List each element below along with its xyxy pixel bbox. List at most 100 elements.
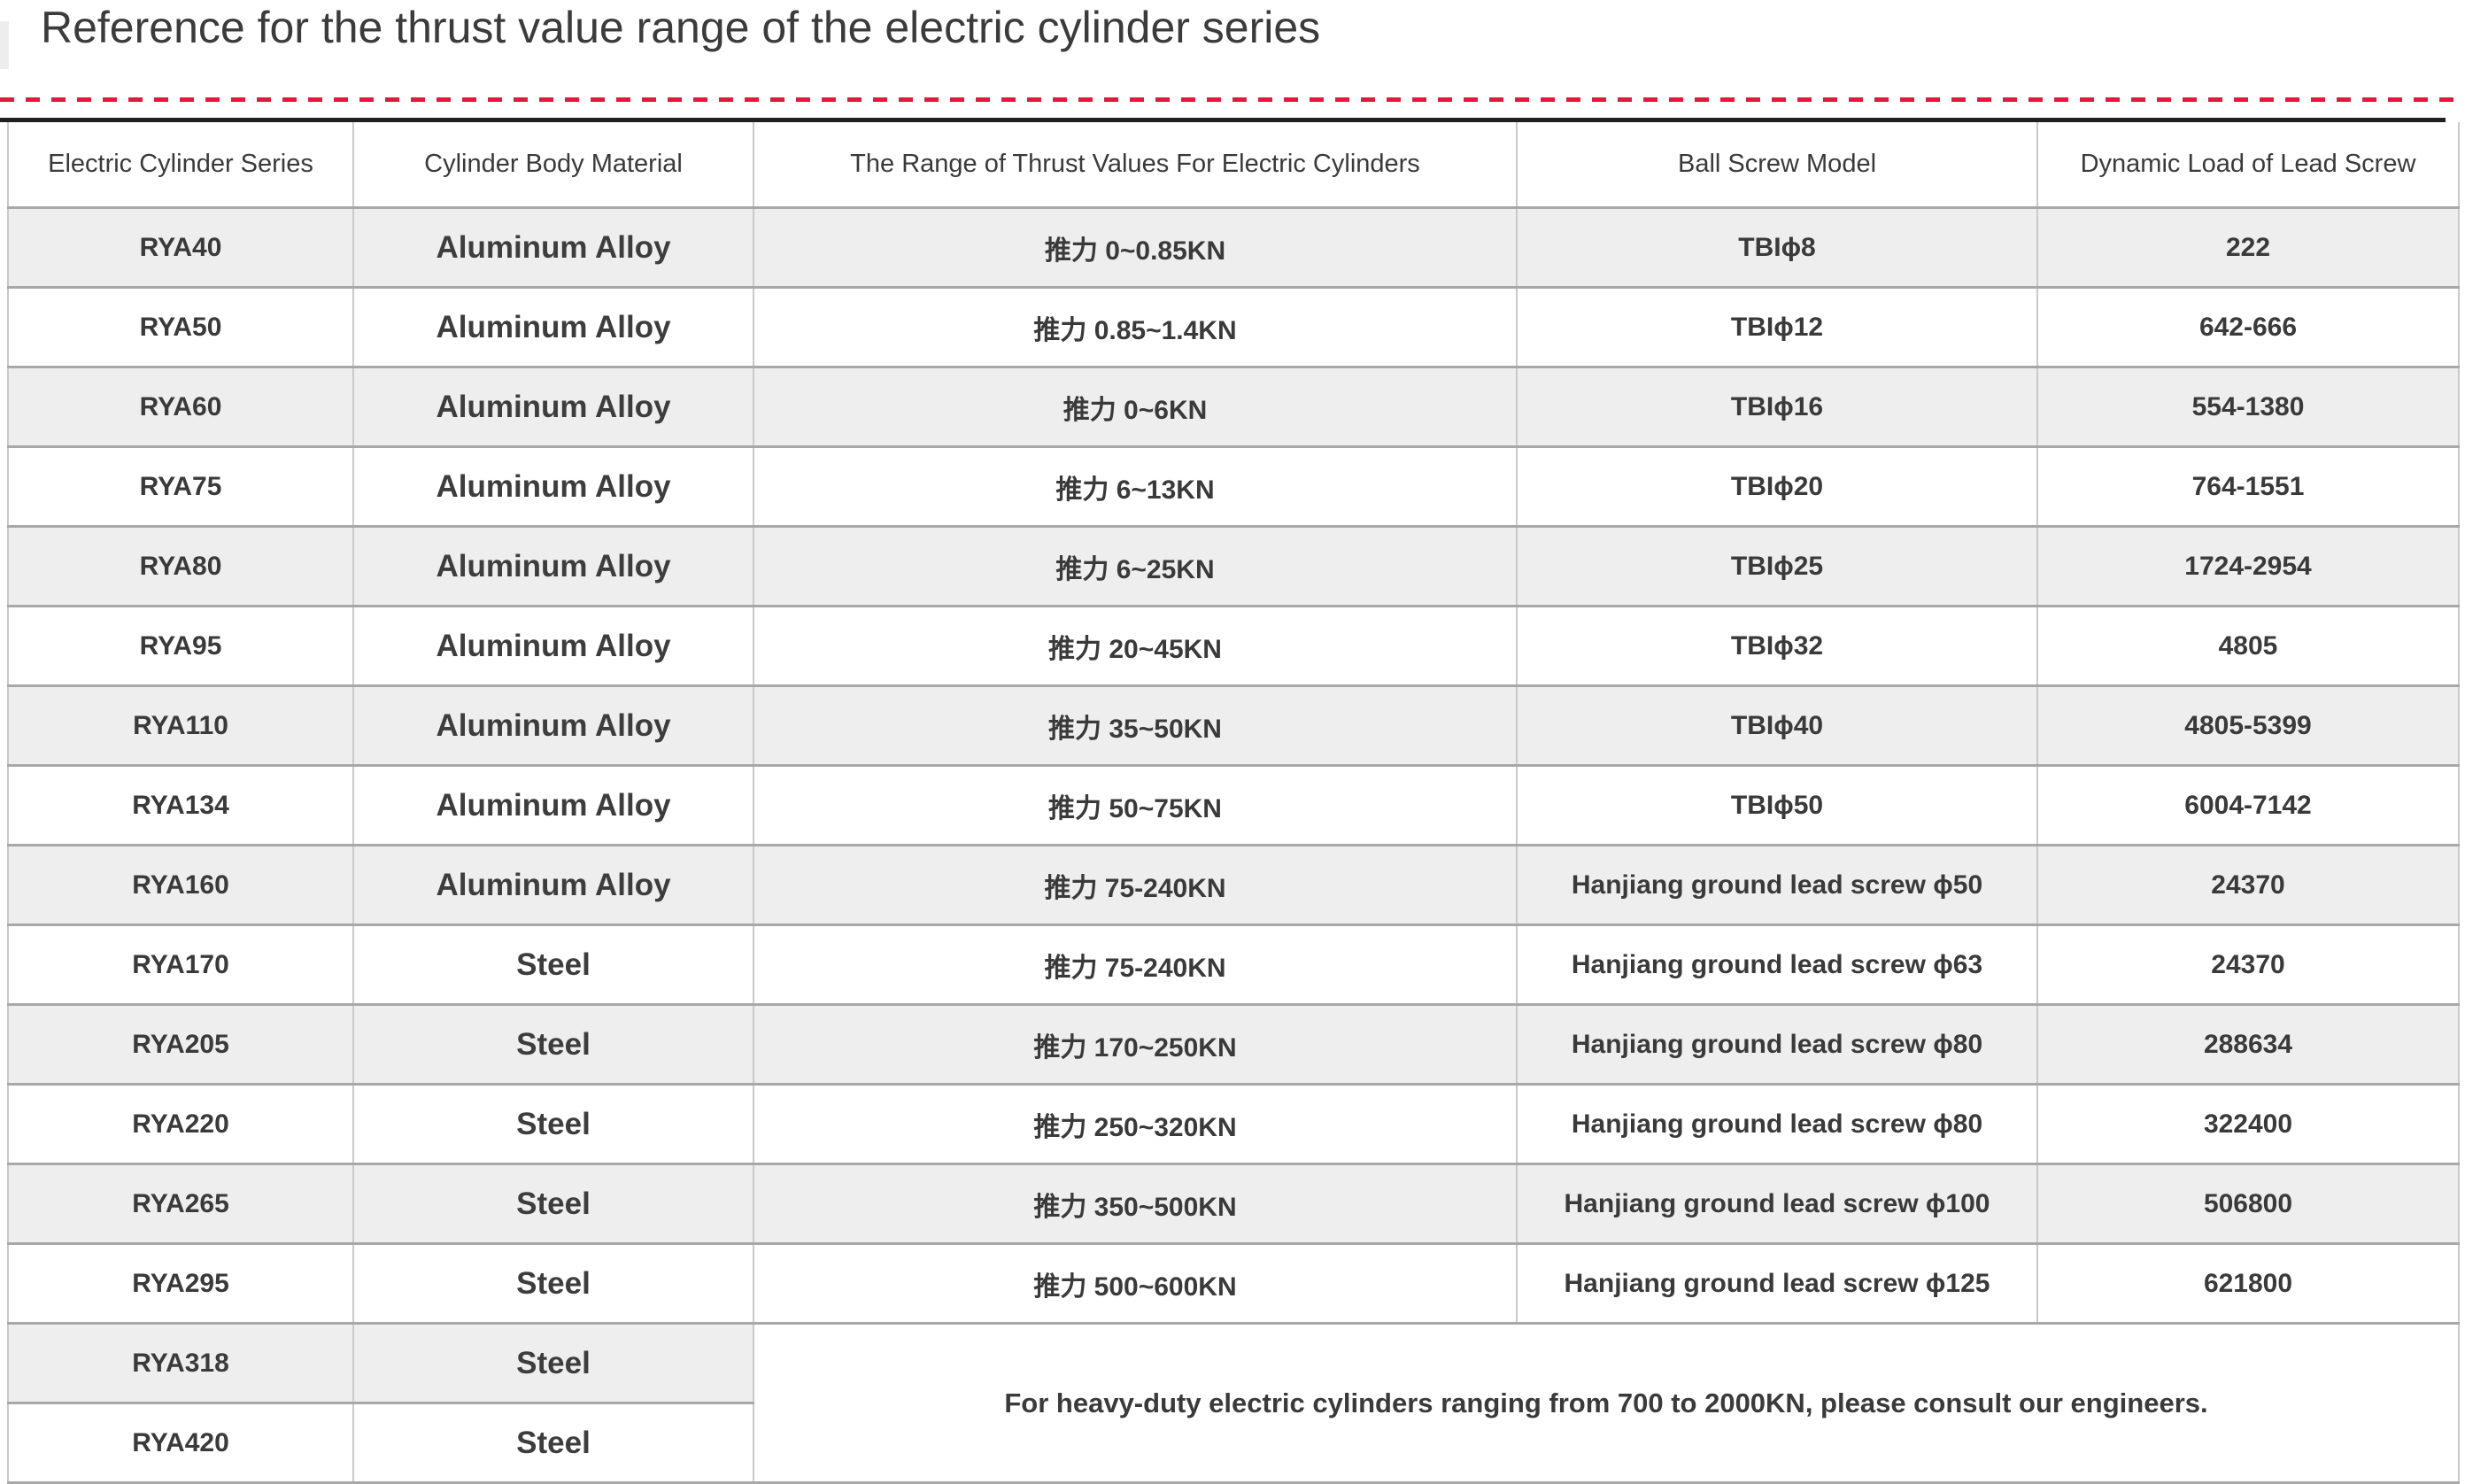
ball-screw-cell: Hanjiang ground lead screw ϕ125 (1516, 1242, 2038, 1325)
ball-screw-cell: Hanjiang ground lead screw ϕ100 (1516, 1163, 2038, 1245)
thrust-cell: 推力 35~50KN (753, 684, 1518, 767)
thrust-cell: 推力 500~600KN (753, 1242, 1518, 1325)
material-cell: Aluminum Alloy (352, 206, 754, 289)
red-dashed-divider (0, 97, 2465, 102)
dynamic-load-cell: 1724-2954 (2036, 525, 2460, 607)
header-thrust-range: The Range of Thrust Values For Electric … (753, 122, 1518, 209)
table-top-rule (0, 118, 2446, 122)
table-body: RYA40 Aluminum Alloy 推力 0~0.85KN TBIϕ8 222 RY… (7, 206, 2460, 1484)
material-cell: Aluminum Alloy (352, 605, 754, 687)
table-row: RYA134 Aluminum Alloy 推力 50~75KN TBIϕ50 6004… (7, 764, 2460, 846)
table-row: RYA295 Steel 推力 500~600KN Hanjiang ground l… (7, 1242, 2460, 1325)
table-row: RYA170 Steel 推力 75-240KN Hanjiang ground le… (7, 924, 2460, 1006)
series-cell: RYA170 (7, 924, 354, 1006)
thrust-cell: 推力 0~0.85KN (753, 206, 1518, 289)
material-cell: Aluminum Alloy (352, 684, 754, 767)
table-row: RYA420 Steel (7, 1402, 2459, 1484)
series-cell: RYA40 (7, 206, 354, 289)
dynamic-load-cell: 4805-5399 (2036, 684, 2460, 767)
ball-screw-cell: TBIϕ20 (1516, 445, 2038, 528)
dynamic-load-cell: 4805 (2036, 605, 2460, 687)
material-cell: Steel (352, 1242, 754, 1325)
dynamic-load-cell: 322400 (2036, 1083, 2460, 1165)
thrust-cell: 推力 6~25KN (753, 525, 1518, 607)
material-cell: Aluminum Alloy (352, 445, 754, 528)
series-cell: RYA60 (7, 366, 354, 448)
dynamic-load-cell: 6004-7142 (2036, 764, 2460, 846)
ball-screw-cell: TBIϕ12 (1516, 286, 2038, 368)
header-ball-screw: Ball Screw Model (1516, 122, 2038, 209)
ball-screw-cell: TBIϕ50 (1516, 764, 2038, 846)
ball-screw-cell: TBIϕ25 (1516, 525, 2038, 607)
dynamic-load-cell: 554-1380 (2036, 366, 2460, 448)
material-cell: Aluminum Alloy (352, 525, 754, 607)
thrust-cell: 推力 250~320KN (753, 1083, 1518, 1165)
thrust-cell: 推力 6~13KN (753, 445, 1518, 528)
series-cell: RYA75 (7, 445, 354, 528)
dynamic-load-cell: 506800 (2036, 1163, 2460, 1245)
series-cell: RYA134 (7, 764, 354, 846)
material-cell: Steel (352, 1163, 754, 1245)
thrust-cell: 推力 0~6KN (753, 366, 1518, 448)
header-dynamic-load: Dynamic Load of Lead Screw (2036, 122, 2460, 209)
ball-screw-cell: Hanjiang ground lead screw ϕ63 (1516, 924, 2038, 1006)
series-cell: RYA110 (7, 684, 354, 767)
dynamic-load-cell: 621800 (2036, 1242, 2460, 1325)
thrust-cell: 推力 170~250KN (753, 1003, 1518, 1086)
dynamic-load-cell: 222 (2036, 206, 2460, 289)
material-cell: Steel (352, 1402, 754, 1484)
table-row: RYA80 Aluminum Alloy 推力 6~25KN TBIϕ25 1724-2… (7, 525, 2460, 607)
ball-screw-cell: TBIϕ16 (1516, 366, 2038, 448)
material-cell: Aluminum Alloy (352, 764, 754, 846)
material-cell: Aluminum Alloy (352, 366, 754, 448)
thrust-cell: 推力 50~75KN (753, 764, 1518, 846)
thrust-cell: 推力 350~500KN (753, 1163, 1518, 1245)
dynamic-load-cell: 288634 (2036, 1003, 2460, 1086)
series-cell: RYA205 (7, 1003, 354, 1086)
table-row: RYA265 Steel 推力 350~500KN Hanjiang ground l… (7, 1163, 2460, 1245)
material-cell: Aluminum Alloy (352, 286, 754, 368)
table-row: RYA160 Aluminum Alloy 推力 75-240KN Hanjiang … (7, 844, 2460, 926)
thrust-cell: 推力 0.85~1.4KN (753, 286, 1518, 368)
ball-screw-cell: Hanjiang ground lead screw ϕ80 (1516, 1003, 2038, 1086)
thrust-cell: 推力 75-240KN (753, 924, 1518, 1006)
material-cell: Steel (352, 1083, 754, 1165)
table-row: RYA95 Aluminum Alloy 推力 20~45KN TBIϕ32 4805 (7, 605, 2460, 687)
ball-screw-cell: Hanjiang ground lead screw ϕ50 (1516, 844, 2038, 926)
table-row: RYA110 Aluminum Alloy 推力 35~50KN TBIϕ40 4805… (7, 684, 2460, 767)
ball-screw-cell: TBIϕ32 (1516, 605, 2038, 687)
header-material: Cylinder Body Material (352, 122, 754, 209)
thrust-cell: 推力 20~45KN (753, 605, 1518, 687)
material-cell: Steel (352, 1322, 754, 1404)
series-cell: RYA318 (7, 1322, 354, 1404)
series-cell: RYA95 (7, 605, 354, 687)
series-cell: RYA80 (7, 525, 354, 607)
thrust-spec-table: Electric Cylinder Series Cylinder Body M… (7, 122, 2460, 1484)
series-cell: RYA295 (7, 1242, 354, 1325)
series-cell: RYA50 (7, 286, 354, 368)
table-row: RYA40 Aluminum Alloy 推力 0~0.85KN TBIϕ8 222 (7, 206, 2460, 289)
dynamic-load-cell: 764-1551 (2036, 445, 2460, 528)
table-row: RYA318 Steel For heavy-duty electric cylin… (7, 1322, 2460, 1484)
ball-screw-cell: TBIϕ40 (1516, 684, 2038, 767)
dynamic-load-cell: 24370 (2036, 844, 2460, 926)
note-cell: For heavy-duty electric cylinders rangin… (753, 1322, 2460, 1484)
page-title: Reference for the thrust value range of … (41, 3, 1321, 52)
table-row: RYA75 Aluminum Alloy 推力 6~13KN TBIϕ20 764-15… (7, 445, 2460, 528)
table-row: RYA60 Aluminum Alloy 推力 0~6KN TBIϕ16 554-138… (7, 366, 2460, 448)
series-cell: RYA420 (7, 1402, 354, 1484)
table-row: RYA50 Aluminum Alloy 推力 0.85~1.4KN TBIϕ12 64… (7, 286, 2460, 368)
material-cell: Aluminum Alloy (352, 844, 754, 926)
thrust-cell: 推力 75-240KN (753, 844, 1518, 926)
ball-screw-cell: Hanjiang ground lead screw ϕ80 (1516, 1083, 2038, 1165)
header-series: Electric Cylinder Series (7, 122, 354, 209)
header-row: Electric Cylinder Series Cylinder Body M… (7, 122, 2460, 209)
dynamic-load-cell: 24370 (2036, 924, 2460, 1006)
title-left-mark (0, 21, 9, 69)
series-cell: RYA265 (7, 1163, 354, 1245)
material-cell: Steel (352, 924, 754, 1006)
material-cell: Steel (352, 1003, 754, 1086)
series-cell: RYA160 (7, 844, 354, 926)
dynamic-load-cell: 642-666 (2036, 286, 2460, 368)
table-row: RYA205 Steel 推力 170~250KN Hanjiang ground l… (7, 1003, 2460, 1086)
